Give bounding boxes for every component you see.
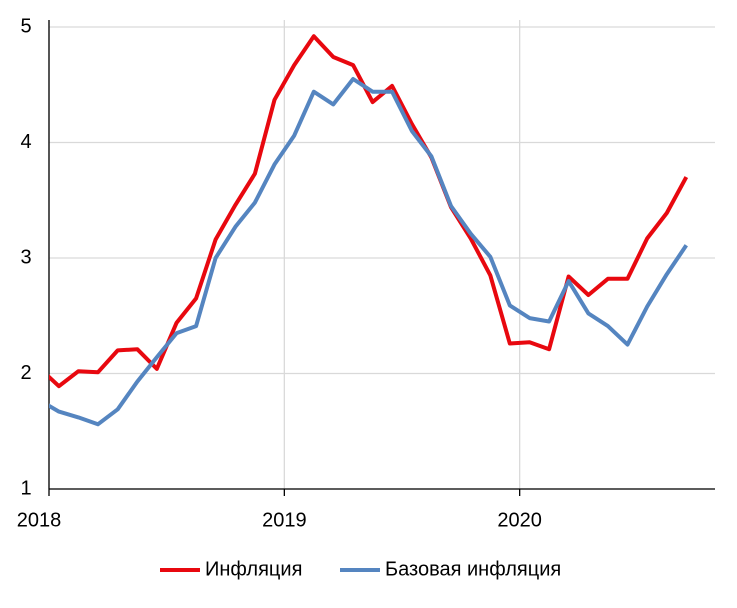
x-tick-label: 2019	[262, 509, 307, 531]
y-tick-label: 1	[20, 477, 31, 499]
plot-area	[49, 34, 689, 427]
series-line	[49, 34, 689, 389]
legend-label: Базовая инфляция	[385, 558, 561, 580]
y-tick-label: 4	[20, 131, 31, 153]
y-tick-label: 2	[20, 362, 31, 384]
x-tick-label: 2020	[497, 509, 542, 531]
legend-label: Инфляция	[205, 558, 302, 580]
series-line	[49, 77, 688, 427]
y-tick-label: 5	[20, 15, 31, 37]
y-tick-label: 3	[20, 246, 31, 268]
x-tick-label: 2018	[17, 509, 62, 531]
